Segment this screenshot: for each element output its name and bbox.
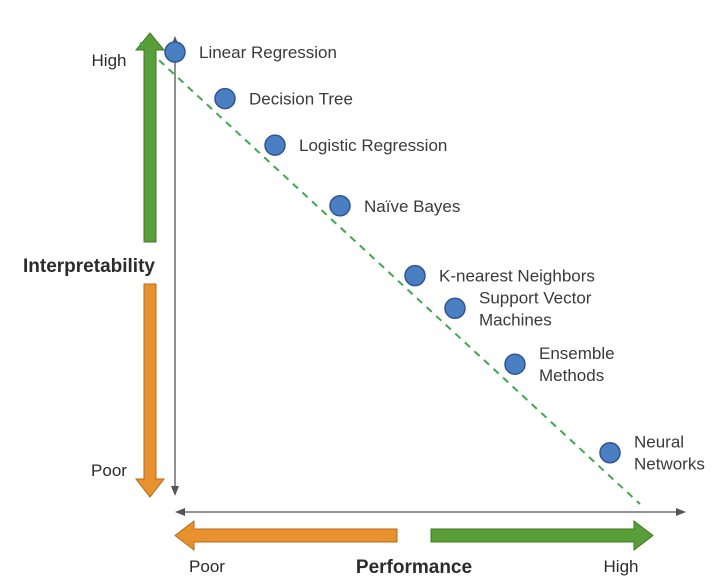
point-ensemble-methods: [504, 353, 526, 375]
point-label-decision-tree: Decision Tree: [249, 90, 353, 109]
x-tick-high: High: [604, 557, 639, 576]
point-label-line: Neural: [634, 433, 684, 452]
x-axis-title: Performance: [356, 557, 472, 578]
point-label-line: Ensemble: [539, 344, 615, 363]
point-label-line: Decision Tree: [249, 90, 353, 109]
point-label-line: K-nearest Neighbors: [439, 267, 595, 286]
point-linear-regression: [164, 41, 186, 63]
point-na-ve-bayes: [329, 195, 351, 217]
y-high-arrow: [134, 32, 166, 243]
y-poor-arrow: [134, 283, 166, 498]
point-neural-networks: [599, 441, 621, 464]
point-label-line: Logistic Regression: [299, 136, 447, 155]
point-label-ensemble-methods: Ensemble Methods: [539, 344, 615, 385]
data-points: Linear Regression Decision Tree Logistic R…: [164, 41, 705, 474]
point-label-line: Machines: [479, 310, 552, 329]
point-label-line: Naïve Bayes: [364, 197, 460, 216]
point-label-line: Methods: [539, 366, 604, 385]
point-support-vector-machines: [444, 297, 466, 320]
point-label-na-ve-bayes: Naïve Bayes: [364, 197, 460, 216]
point-decision-tree: [214, 87, 236, 110]
point-label-line: Support Vector: [479, 288, 592, 307]
y-axis: [171, 36, 179, 496]
point-label-support-vector-machines: Support Vector Machines: [479, 288, 592, 329]
point-label-line: Linear Regression: [199, 43, 337, 62]
x-high-arrow: [430, 519, 654, 552]
trend-line: [139, 41, 641, 505]
point-label-line: Networks: [634, 455, 705, 474]
x-poor-arrow: [174, 519, 398, 552]
y-tick-high: High: [92, 51, 127, 70]
y-axis-title: Interpretability: [23, 256, 155, 277]
point-logistic-regression: [264, 134, 286, 156]
point-label-linear-regression: Linear Regression: [199, 43, 337, 62]
point-k-nearest-neighbors: [404, 264, 426, 287]
point-label-logistic-regression: Logistic Regression: [299, 136, 447, 155]
x-axis: [175, 508, 686, 516]
point-label-k-nearest-neighbors: K-nearest Neighbors: [439, 267, 595, 286]
point-label-neural-networks: Neural Networks: [634, 433, 705, 474]
x-tick-poor: Poor: [189, 557, 225, 576]
y-tick-poor: Poor: [91, 461, 127, 480]
